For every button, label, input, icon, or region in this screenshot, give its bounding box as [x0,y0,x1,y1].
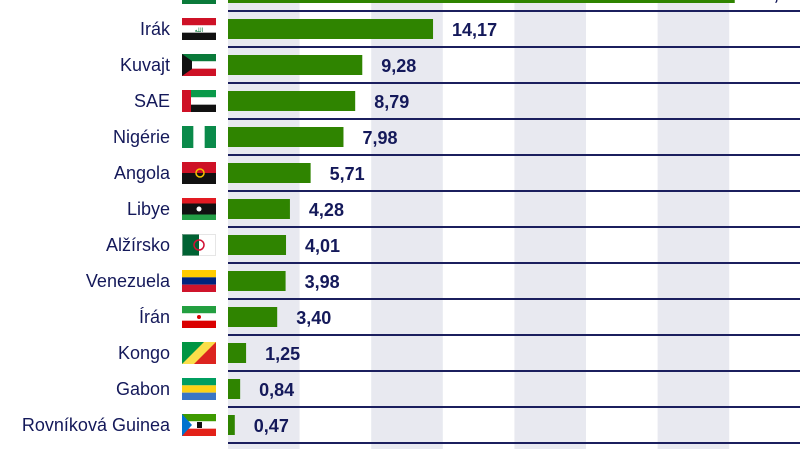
bar [228,55,363,75]
value-label: 5,71 [330,164,365,184]
category-label: Saudská Arábie [44,0,170,3]
bar [228,415,235,435]
value-label: 4,28 [309,200,344,220]
equatorial-guinea-flag-icon [182,414,216,436]
kuwait-flag-icon [182,54,216,76]
nigeria-flag-icon [182,126,216,148]
bar-row: Írán 3,40 [139,306,800,336]
uae-flag-icon [182,90,216,112]
category-label: Kongo [118,343,170,363]
value-label: 1,25 [265,344,300,364]
bar-row: SAE 8,79 [134,90,800,120]
svg-text:الله: الله [195,27,204,34]
iran-flag-icon [182,306,216,328]
value-label: 0,47 [254,416,289,436]
value-label: 3,40 [296,308,331,328]
iraq-flag-icon: الله [182,18,216,40]
gabon-flag-icon [182,378,216,400]
category-label: Rovníková Guinea [22,415,171,435]
grid-band [371,0,443,449]
value-label: 14,17 [452,20,497,40]
bar [228,91,356,111]
bar-row: Saudská Arábie 35,02 [44,0,800,12]
bar [228,235,287,255]
bar [228,0,735,3]
bar [228,127,344,147]
grid-band [657,0,730,449]
value-label: 35,02 [754,0,799,4]
bar-row: Irák الله 14,17 [140,18,800,48]
bar [228,307,278,327]
category-label: Libye [127,199,170,219]
category-label: Gabon [116,379,170,399]
bar-row: Venezuela 3,98 [86,270,800,300]
bar [228,379,241,399]
value-label: 9,28 [381,56,416,76]
value-label: 4,01 [305,236,340,256]
saudi-arabia-flag-icon [182,0,216,4]
bar-row: Rovníková Guinea 0,47 [22,414,800,444]
category-label: Nigérie [113,127,170,147]
bar [228,199,290,219]
category-label: Venezuela [86,271,171,291]
bar [228,343,247,363]
bar-row: Nigérie 7,98 [113,126,800,156]
bar-row: Gabon 0,84 [116,378,800,408]
venezuela-flag-icon [182,270,216,292]
value-label: 7,98 [362,128,397,148]
bar [228,163,311,183]
angola-flag-icon [182,162,216,184]
libya-flag-icon [182,198,216,220]
congo-flag-icon [182,342,216,364]
value-label: 8,79 [374,92,409,112]
bar-row: Kongo 1,25 [118,342,800,372]
category-label: Angola [114,163,171,183]
category-label: Írán [139,307,170,327]
category-label: Kuvajt [120,55,170,75]
grid-band [514,0,586,449]
value-label: 0,84 [259,380,294,400]
category-label: Irák [140,19,171,39]
bar-row: Kuvajt 9,28 [120,54,800,84]
bar [228,271,286,291]
category-label: Alžírsko [106,235,170,255]
category-label: SAE [134,91,170,111]
algeria-flag-icon [182,234,216,256]
bar-row: Alžírsko 4,01 [106,234,800,264]
bar-row: Libye 4,28 [127,198,800,228]
bar [228,19,434,39]
bar-row: Angola 5,71 [114,162,800,192]
value-label: 3,98 [305,272,340,292]
